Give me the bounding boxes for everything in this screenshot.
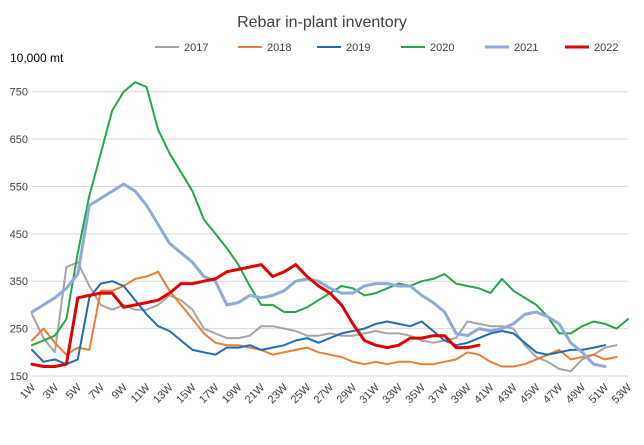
legend-label-2022: 2022 bbox=[594, 42, 618, 54]
x-tick-label: 33W bbox=[380, 381, 405, 406]
x-tick-label: 9W bbox=[110, 381, 131, 402]
series-line-2017 bbox=[31, 261, 618, 373]
y-tick-label: 450 bbox=[10, 229, 28, 241]
legend: 2017 2018 2019 2020 2021 2022 bbox=[155, 42, 618, 54]
legend-label-2021: 2021 bbox=[514, 42, 538, 54]
series-line-2019 bbox=[31, 280, 607, 366]
x-tick-label: 19W bbox=[220, 381, 245, 406]
x-tick-label: 37W bbox=[426, 381, 451, 406]
chart-title: Rebar in-plant inventory bbox=[237, 14, 407, 31]
x-tick-label: 7W bbox=[87, 381, 108, 402]
x-tick-label: 17W bbox=[197, 381, 222, 406]
x-tick-label: 43W bbox=[495, 381, 520, 406]
legend-label-2017: 2017 bbox=[184, 42, 208, 54]
x-tick-label: 1W bbox=[18, 381, 39, 402]
x-tick-label: 39W bbox=[449, 381, 474, 406]
y-tick-label: 250 bbox=[10, 324, 28, 336]
y-axis-unit-label: 10,000 mt bbox=[10, 51, 64, 65]
y-tick-label: 550 bbox=[10, 181, 28, 193]
x-tick-label: 15W bbox=[174, 381, 199, 406]
legend-label-2020: 2020 bbox=[430, 42, 454, 54]
x-tick-label: 51W bbox=[587, 381, 612, 406]
x-tick-label: 25W bbox=[289, 381, 314, 406]
y-tick-label: 750 bbox=[10, 87, 28, 99]
legend-label-2019: 2019 bbox=[346, 42, 370, 54]
x-tick-label: 13W bbox=[151, 381, 176, 406]
x-tick-label: 53W bbox=[610, 381, 635, 406]
y-tick-label: 350 bbox=[10, 276, 28, 288]
series-line-2022 bbox=[30, 263, 481, 368]
y-axis: 150 250 350 450 550 650 750 bbox=[10, 87, 28, 383]
x-tick-label: 11W bbox=[129, 381, 153, 405]
x-tick-label: 29W bbox=[335, 381, 360, 406]
x-tick-label: 31W bbox=[357, 381, 382, 406]
x-tick-label: 23W bbox=[266, 381, 291, 406]
x-tick-label: 41W bbox=[472, 381, 497, 406]
x-tick-label: 45W bbox=[518, 381, 543, 406]
series-lines bbox=[30, 81, 629, 373]
x-tick-label: 3W bbox=[41, 381, 62, 402]
x-axis: 1W 3W 5W 7W 9W 11W13W15W17W19W21W23W25W27W29W… bbox=[18, 381, 635, 406]
series-line-2021 bbox=[30, 182, 607, 368]
legend-label-2018: 2018 bbox=[267, 42, 291, 54]
y-tick-label: 650 bbox=[10, 134, 28, 146]
x-tick-label: 35W bbox=[403, 381, 428, 406]
x-tick-label: 47W bbox=[541, 381, 566, 406]
x-tick-label: 21W bbox=[243, 381, 268, 406]
series-line-2018 bbox=[31, 270, 618, 368]
x-tick-label: 5W bbox=[64, 381, 85, 402]
y-tick-label: 150 bbox=[10, 371, 28, 383]
x-tick-label: 27W bbox=[312, 381, 337, 406]
x-tick-label: 49W bbox=[564, 381, 589, 406]
